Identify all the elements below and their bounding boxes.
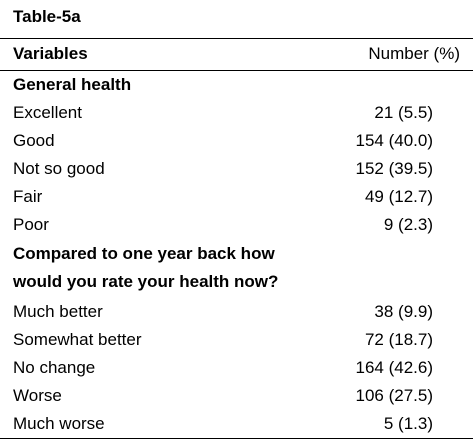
table-row: Much better 38 (9.9) [0,298,473,326]
header-rule [0,70,473,71]
row-label: Fair [13,187,43,206]
table-row: Good 154 (40.0) [0,127,473,155]
table-row: Somewhat better 72 (18.7) [0,326,473,354]
table-row: Much worse 5 (1.3) [0,410,473,438]
row-value: 72 (18.7) [364,330,433,349]
row-value: 106 (27.5) [355,386,434,405]
row-label: Much better [13,302,103,321]
table-row: Worse 106 (27.5) [0,382,473,410]
section-title-health-comparison-line-1: Compared to one year back how [0,240,473,268]
row-label: Excellent [13,103,82,122]
table-header-row: Variables Number (%) [0,40,473,68]
row-value: 9 (2.3) [383,215,433,234]
row-label: Much worse [13,414,105,433]
section-title-general-health: General health [0,71,473,99]
row-value: 164 (42.6) [355,358,434,377]
row-label: No change [13,358,96,377]
row-label: Worse [13,386,62,405]
section-title: would you rate your health now? [13,272,279,291]
table-row: Not so good 152 (39.5) [0,155,473,183]
table-caption: Table-5a [13,7,81,26]
row-value: 152 (39.5) [355,159,434,178]
top-rule [0,38,473,39]
row-value: 5 (1.3) [383,414,433,433]
table-row: No change 164 (42.6) [0,354,473,382]
section-title: Compared to one year back how [13,244,275,263]
row-label: Not so good [13,159,105,178]
row-value: 49 (12.7) [364,187,433,206]
section-title-health-comparison-line-2: would you rate your health now? [0,268,473,296]
row-value: 154 (40.0) [355,131,434,150]
table-row: Excellent 21 (5.5) [0,99,473,127]
variables-column-header: Variables [13,44,88,63]
row-value: 38 (9.9) [374,302,433,321]
row-label: Good [13,131,55,150]
row-label: Poor [13,215,49,234]
section-title: General health [13,75,132,94]
number-column-header: Number (%) [368,44,460,63]
table-row: Fair 49 (12.7) [0,183,473,211]
bottom-rule [0,438,473,439]
row-value: 21 (5.5) [374,103,433,122]
row-label: Somewhat better [13,330,142,349]
table-row: Poor 9 (2.3) [0,211,473,239]
